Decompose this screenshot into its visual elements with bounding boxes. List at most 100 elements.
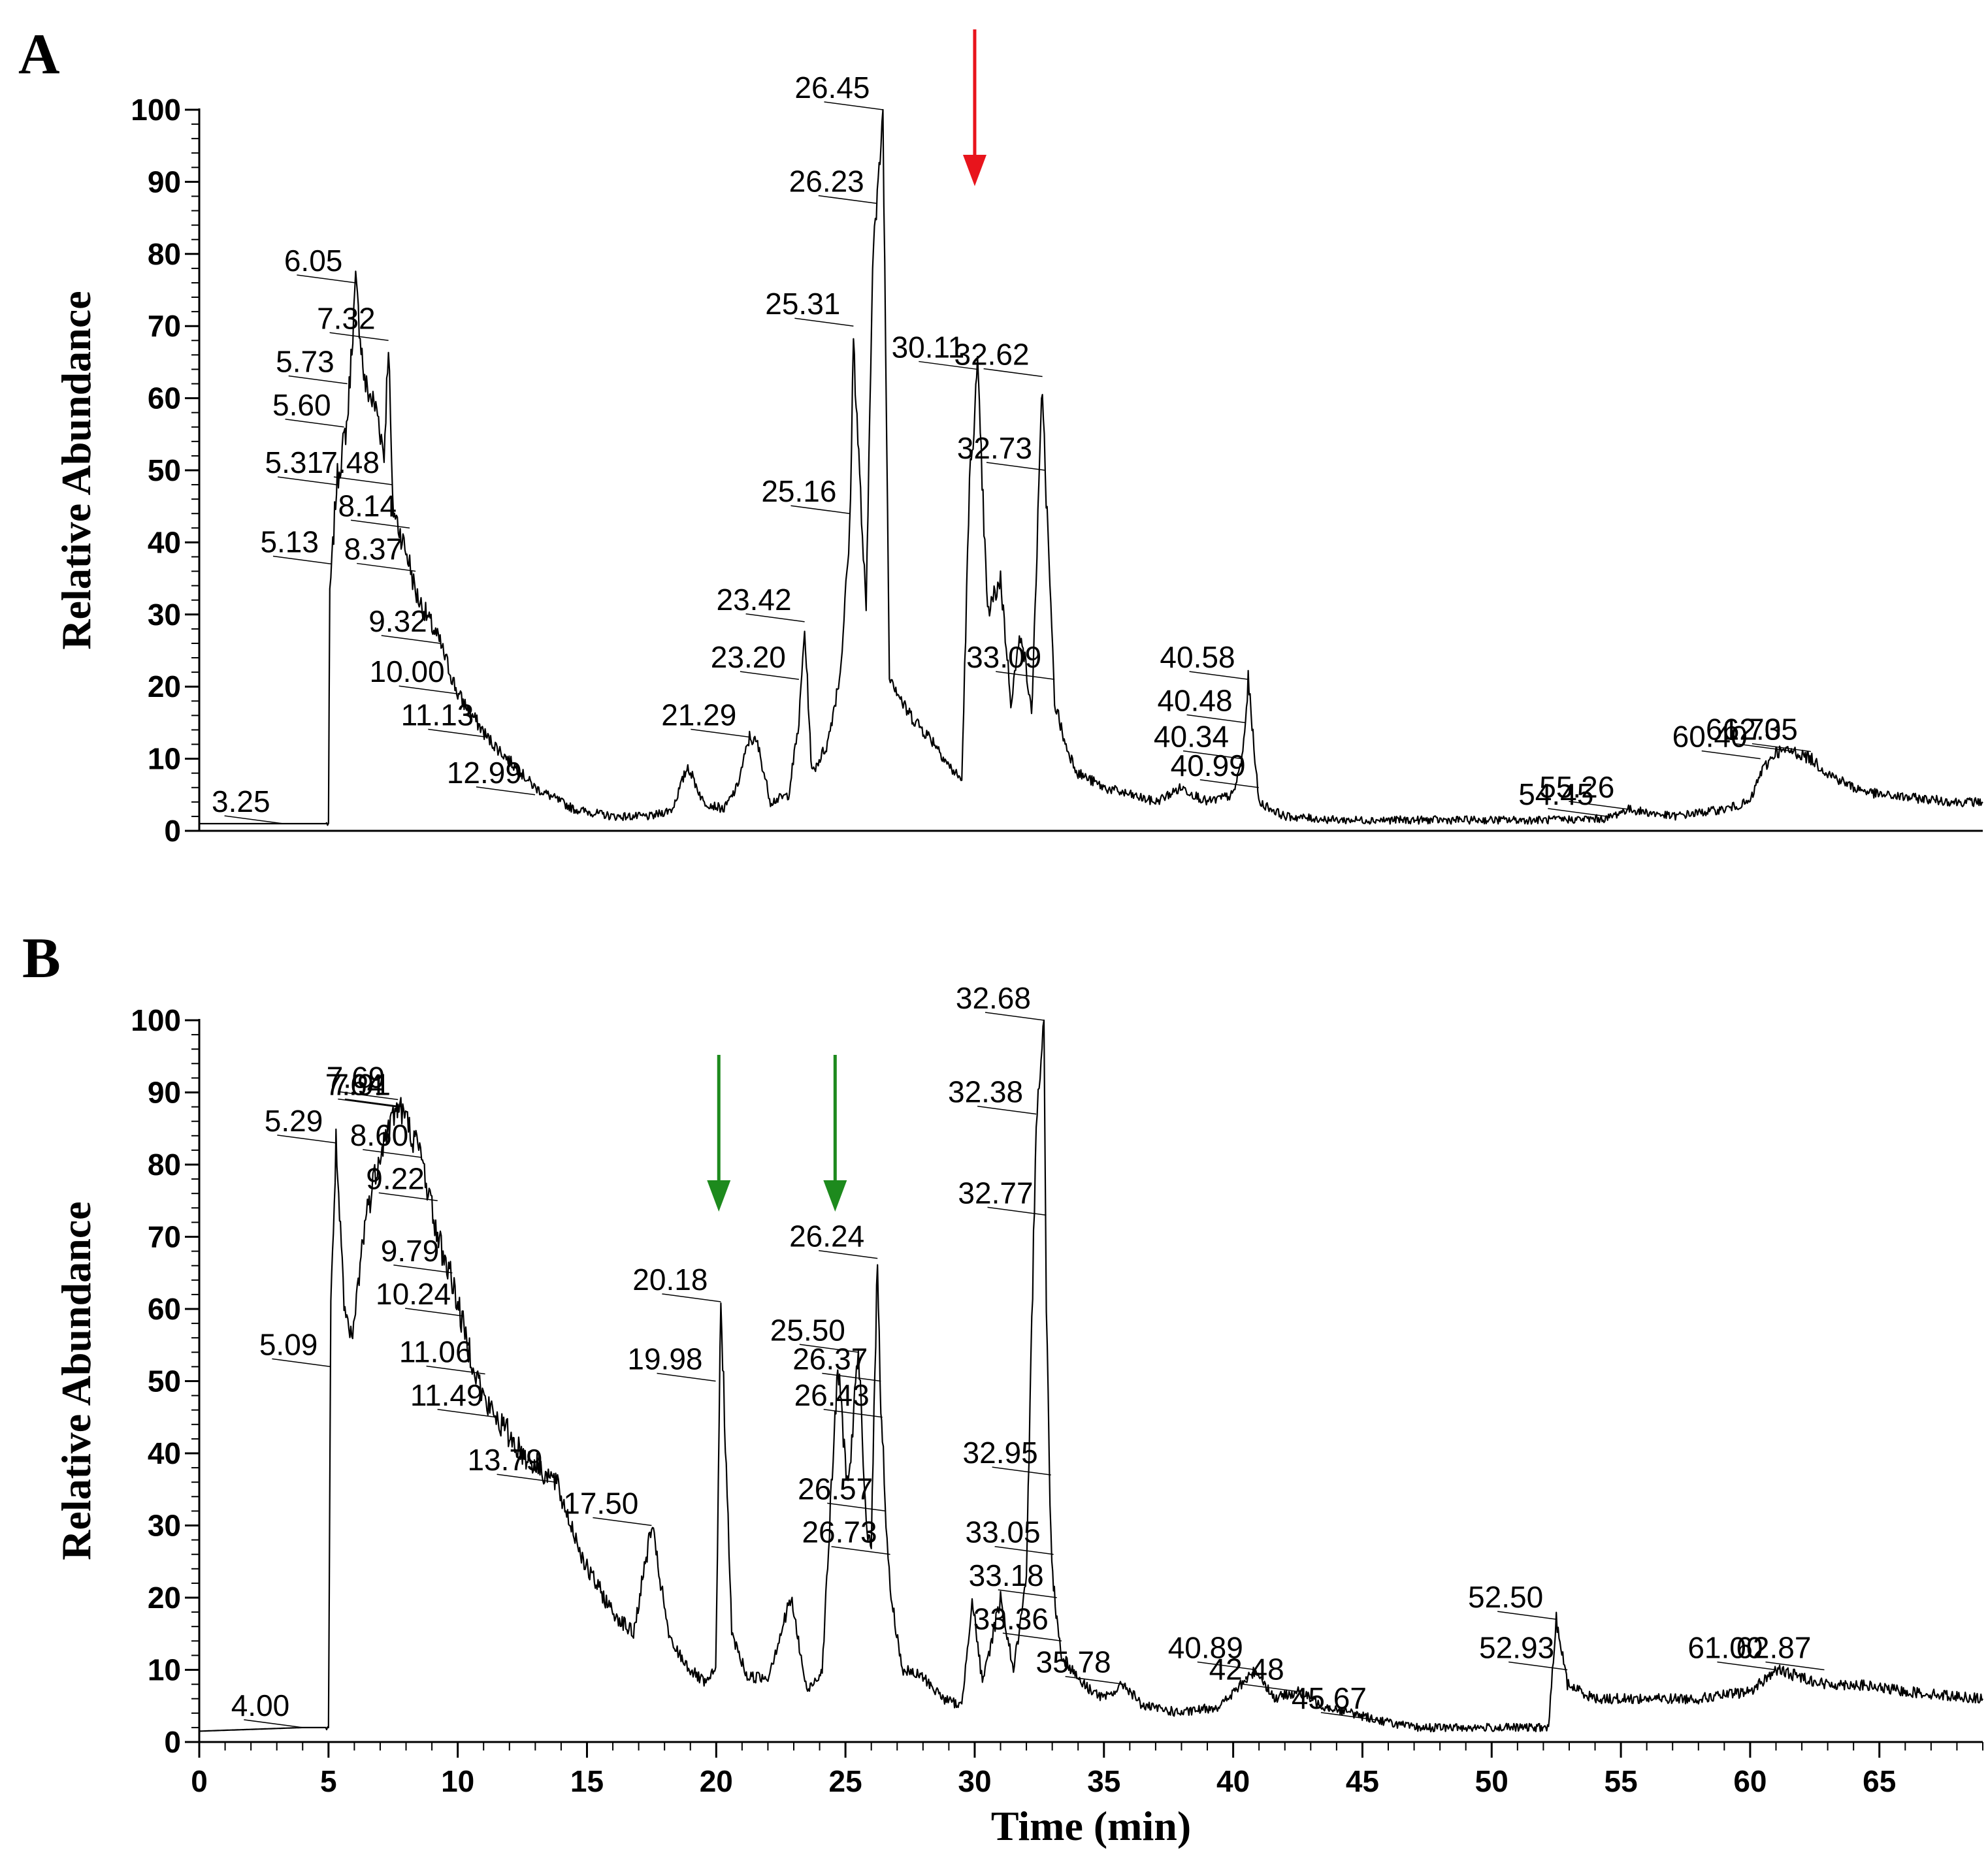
peak-label-leader	[272, 555, 333, 565]
peak-label: 61.00	[1687, 1631, 1763, 1665]
x-tick-label: 40	[1216, 1764, 1250, 1798]
peak-label-leader	[277, 1135, 336, 1144]
peak-label-leader	[1182, 750, 1243, 760]
peak-label: 62.87	[1736, 1631, 1811, 1665]
peak-label: 5.73	[276, 345, 334, 379]
peak-label: 61.70	[1706, 713, 1781, 747]
peak-label-leader	[977, 1105, 1037, 1115]
peak-label-leader	[740, 671, 800, 680]
peak-label-leader	[799, 1344, 859, 1353]
peak-label: 30.11	[892, 330, 965, 364]
x-tick-label: 10	[441, 1764, 474, 1798]
x-tick-label: 60	[1733, 1764, 1767, 1798]
peak-label: 62.35	[1723, 713, 1798, 747]
peak-label: 55.26	[1539, 770, 1614, 804]
peak-label-leader	[998, 1589, 1057, 1598]
peak-label-leader	[277, 476, 337, 485]
peak-label-leader	[224, 815, 284, 824]
x-tick-label: 5	[320, 1764, 337, 1798]
peak-label: 5.29	[265, 1104, 323, 1138]
chromatogram-trace	[199, 108, 1983, 826]
peak-label-leader	[794, 317, 854, 327]
peak-label-leader	[297, 274, 356, 283]
peak-label-leader	[399, 685, 458, 694]
peak-label: 40.48	[1157, 683, 1232, 717]
peak-label-leader	[497, 1474, 556, 1483]
panel-label-b: B	[22, 927, 61, 990]
peak-label: 52.93	[1479, 1631, 1554, 1665]
peak-label: 9.32	[368, 604, 427, 638]
peak-label: 33.09	[966, 640, 1041, 674]
peak-label-leader	[1320, 1712, 1380, 1721]
peak-label-leader	[1002, 1632, 1062, 1642]
peak-label-leader	[350, 519, 410, 529]
marker-arrow-head	[823, 1180, 847, 1212]
peak-label: 11.13	[401, 698, 474, 732]
peak-label-leader	[272, 1358, 331, 1368]
peak-label-leader	[426, 1365, 485, 1375]
peak-label-leader	[1765, 1661, 1825, 1671]
peak-label: 17.50	[563, 1487, 638, 1521]
peak-label-leader	[745, 613, 805, 622]
y-tick-label: 20	[148, 1581, 181, 1615]
peak-label: 26.37	[792, 1342, 868, 1376]
peak-label: 11.06	[399, 1334, 472, 1368]
peak-label: 7.48	[321, 445, 380, 479]
peak-label: 7.69	[327, 1061, 385, 1095]
peak-label-leader	[437, 1409, 497, 1418]
y-tick-label: 40	[148, 525, 181, 559]
x-tick-label: 35	[1087, 1764, 1120, 1798]
peak-label-leader	[1717, 1661, 1776, 1671]
y-tick-label: 80	[148, 1148, 181, 1182]
peak-label-leader	[1569, 801, 1628, 810]
peak-label-leader	[818, 195, 877, 204]
peak-label: 19.98	[627, 1342, 702, 1376]
peak-label: 33.36	[973, 1602, 1049, 1636]
panel-label-a: A	[18, 23, 60, 86]
peak-label: 40.99	[1171, 749, 1246, 782]
y-tick-label: 50	[148, 1364, 181, 1398]
y-tick-label: 70	[148, 1220, 181, 1254]
peak-label: 26.23	[789, 165, 864, 199]
peak-label: 7.32	[317, 301, 376, 335]
peak-label-leader	[405, 1308, 464, 1317]
x-axis-label: Time (min)	[991, 1803, 1191, 1849]
peak-label: 9.79	[381, 1234, 440, 1268]
y-tick-label: 10	[148, 1653, 181, 1687]
peak-label: 25.31	[765, 287, 840, 321]
peak-label: 26.24	[789, 1219, 864, 1253]
peak-label: 32.77	[958, 1176, 1033, 1210]
peak-label-leader	[1065, 1675, 1124, 1685]
peak-label-leader	[329, 332, 389, 342]
peak-label: 26.57	[798, 1472, 873, 1506]
peak-label: 25.50	[770, 1313, 845, 1347]
peak-label-leader	[1186, 714, 1246, 724]
x-tick-label: 45	[1346, 1764, 1379, 1798]
peak-label-leader	[593, 1517, 652, 1526]
peak-label-leader	[1199, 779, 1259, 788]
peak-label-leader	[476, 786, 536, 796]
peak-label: 52.50	[1468, 1580, 1543, 1614]
peak-label: 40.89	[1168, 1631, 1243, 1665]
peak-label-leader	[339, 1091, 399, 1101]
peak-label: 26.45	[794, 71, 870, 105]
x-tick-label: 55	[1605, 1764, 1638, 1798]
peak-label: 8.14	[338, 489, 397, 523]
peak-label-leader	[244, 1719, 303, 1728]
peak-label: 32.95	[963, 1436, 1038, 1470]
peak-label-leader	[987, 1206, 1047, 1216]
peak-label: 33.18	[969, 1558, 1044, 1592]
peak-label-leader	[1548, 808, 1607, 817]
peak-label-leader	[983, 368, 1043, 378]
y-tick-label: 80	[148, 237, 181, 271]
y-tick-label: 0	[164, 814, 181, 848]
peak-label-leader	[992, 1466, 1051, 1476]
peak-label-leader	[338, 1098, 397, 1108]
peak-label-leader	[691, 728, 750, 738]
y-tick-label: 100	[131, 93, 181, 127]
peak-label-leader	[363, 1149, 422, 1158]
y-tick-label: 70	[148, 309, 181, 343]
peak-label: 60.40	[1672, 720, 1748, 754]
peak-label-leader	[1197, 1661, 1256, 1671]
